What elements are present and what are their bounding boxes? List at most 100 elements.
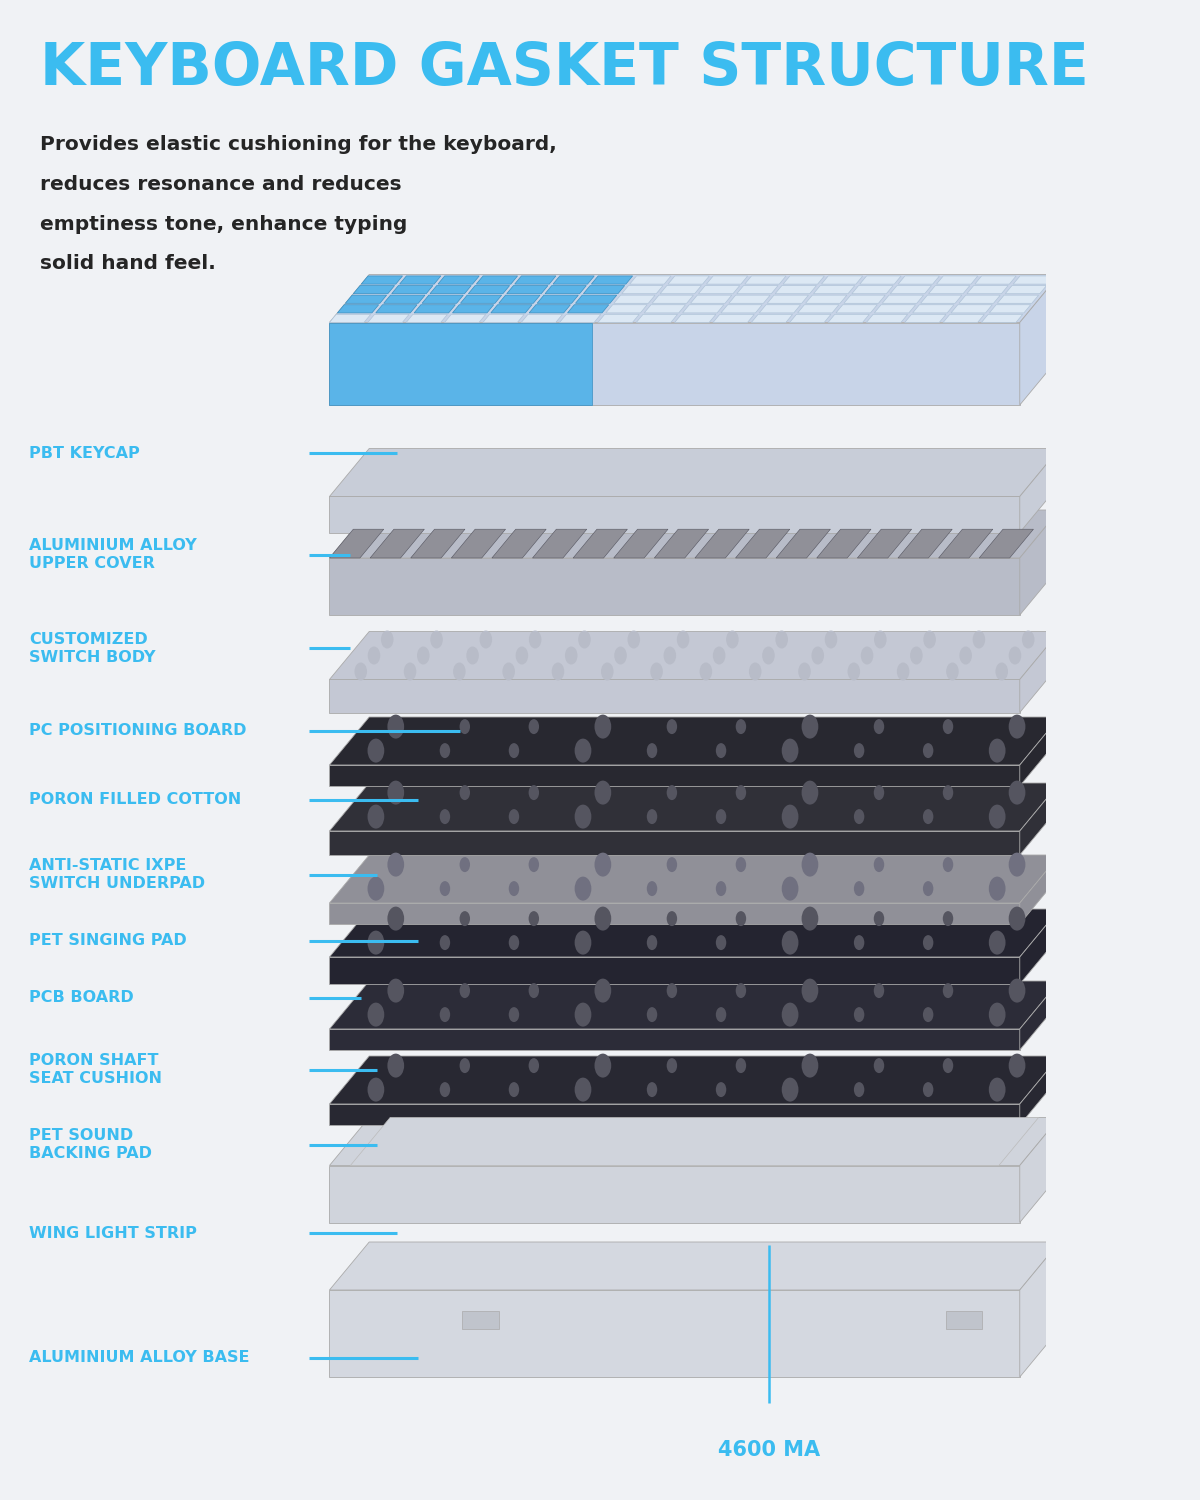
- Circle shape: [1009, 714, 1026, 738]
- Circle shape: [749, 663, 762, 681]
- Circle shape: [667, 910, 677, 926]
- Polygon shape: [668, 276, 709, 284]
- Circle shape: [667, 856, 677, 871]
- Polygon shape: [410, 530, 464, 558]
- Circle shape: [923, 808, 934, 824]
- Circle shape: [509, 742, 520, 758]
- Circle shape: [989, 930, 1006, 954]
- Circle shape: [480, 630, 492, 648]
- Circle shape: [923, 630, 936, 648]
- Polygon shape: [1006, 285, 1046, 294]
- Circle shape: [874, 1058, 884, 1072]
- Polygon shape: [898, 530, 953, 558]
- Circle shape: [578, 630, 590, 648]
- Polygon shape: [967, 285, 1008, 294]
- Text: PCB BOARD: PCB BOARD: [29, 990, 134, 1005]
- Polygon shape: [630, 276, 671, 284]
- Circle shape: [647, 934, 658, 950]
- Polygon shape: [330, 1118, 1060, 1166]
- Polygon shape: [644, 304, 685, 313]
- Circle shape: [367, 738, 384, 762]
- Polygon shape: [936, 276, 978, 284]
- Circle shape: [439, 880, 450, 896]
- Polygon shape: [836, 304, 877, 313]
- Circle shape: [677, 630, 689, 648]
- Polygon shape: [606, 304, 647, 313]
- Circle shape: [439, 808, 450, 824]
- Circle shape: [594, 852, 611, 876]
- Circle shape: [503, 663, 515, 681]
- Polygon shape: [1020, 1118, 1060, 1222]
- Circle shape: [989, 1002, 1006, 1026]
- Circle shape: [802, 906, 818, 930]
- Polygon shape: [713, 315, 755, 322]
- Polygon shape: [776, 530, 830, 558]
- Circle shape: [388, 906, 404, 930]
- Polygon shape: [952, 304, 992, 313]
- Polygon shape: [330, 680, 1020, 712]
- Circle shape: [996, 663, 1008, 681]
- Polygon shape: [736, 530, 790, 558]
- Polygon shape: [515, 276, 556, 284]
- Circle shape: [647, 1082, 658, 1096]
- Polygon shape: [882, 296, 924, 303]
- Polygon shape: [499, 296, 540, 303]
- Polygon shape: [391, 285, 433, 294]
- Polygon shape: [828, 315, 869, 322]
- Polygon shape: [330, 448, 1060, 497]
- Polygon shape: [414, 304, 455, 313]
- Circle shape: [943, 1058, 953, 1072]
- Polygon shape: [822, 276, 863, 284]
- Polygon shape: [938, 530, 992, 558]
- Polygon shape: [875, 304, 916, 313]
- Polygon shape: [898, 276, 940, 284]
- Polygon shape: [674, 315, 716, 322]
- Circle shape: [874, 630, 887, 648]
- Circle shape: [943, 718, 953, 734]
- Polygon shape: [350, 1118, 1038, 1166]
- Circle shape: [854, 742, 864, 758]
- Text: PBT KEYCAP: PBT KEYCAP: [29, 446, 140, 460]
- Text: ALUMINIUM ALLOY BASE: ALUMINIUM ALLOY BASE: [29, 1350, 250, 1365]
- Polygon shape: [330, 510, 1060, 558]
- Circle shape: [854, 1082, 864, 1096]
- Text: reduces resonance and reduces: reduces resonance and reduces: [40, 176, 401, 194]
- Polygon shape: [330, 558, 1020, 615]
- Circle shape: [529, 910, 539, 926]
- Circle shape: [1009, 906, 1026, 930]
- Polygon shape: [330, 909, 1060, 957]
- Polygon shape: [368, 315, 409, 322]
- Polygon shape: [707, 276, 748, 284]
- Circle shape: [667, 982, 677, 998]
- Circle shape: [726, 630, 739, 648]
- Polygon shape: [913, 304, 954, 313]
- Circle shape: [388, 978, 404, 1002]
- Circle shape: [736, 910, 746, 926]
- Text: PET SINGING PAD: PET SINGING PAD: [29, 933, 187, 948]
- Circle shape: [923, 934, 934, 950]
- Polygon shape: [521, 315, 563, 322]
- Text: CUSTOMIZED
SWITCH BODY: CUSTOMIZED SWITCH BODY: [29, 632, 156, 664]
- Polygon shape: [491, 304, 532, 313]
- Polygon shape: [462, 1311, 499, 1329]
- Polygon shape: [636, 315, 678, 322]
- Polygon shape: [814, 285, 854, 294]
- Circle shape: [716, 934, 726, 950]
- Circle shape: [529, 630, 541, 648]
- Circle shape: [460, 784, 470, 800]
- Circle shape: [509, 880, 520, 896]
- Circle shape: [854, 934, 864, 950]
- Polygon shape: [1020, 855, 1060, 924]
- Polygon shape: [1020, 1242, 1060, 1377]
- Text: 4600 MA: 4600 MA: [718, 1440, 820, 1460]
- Circle shape: [529, 982, 539, 998]
- Circle shape: [667, 718, 677, 734]
- Polygon shape: [920, 296, 962, 303]
- Circle shape: [700, 663, 712, 681]
- Circle shape: [552, 663, 564, 681]
- Circle shape: [509, 934, 520, 950]
- Polygon shape: [959, 296, 1001, 303]
- Polygon shape: [805, 296, 847, 303]
- Circle shape: [367, 804, 384, 828]
- Polygon shape: [974, 276, 1016, 284]
